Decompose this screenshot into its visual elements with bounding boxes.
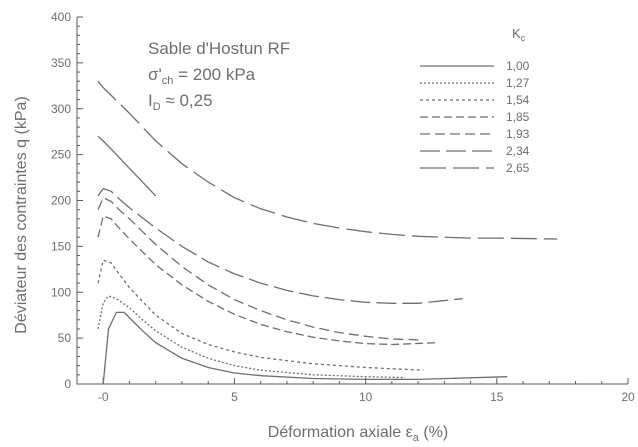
legend-label: 2,34 (506, 144, 530, 158)
y-axis-title: Déviateur des contraintes q (kPa) (13, 96, 30, 333)
legend-label: 1,54 (506, 93, 530, 107)
legend-label: 2,65 (506, 161, 530, 175)
series-line-6 (97, 80, 558, 240)
x-tick-label: -0 (98, 390, 109, 404)
annotation-material: Sable d'Hostun RF (148, 39, 290, 58)
legend-title-main: K (512, 26, 521, 41)
y-tick-label: 200 (51, 194, 71, 208)
annotation-density-index: ID ≈ 0,25 (148, 91, 213, 113)
annotation-id-sub: D (153, 101, 161, 113)
legend-label: 1,27 (506, 76, 530, 90)
legend-title-sub: c (521, 33, 526, 43)
y-tick-label: 400 (51, 10, 71, 24)
legend-title: Kc (512, 26, 526, 43)
axes-layer: 0 50 100 150 200 250 300 350 400 -0 5 10 15 20 (51, 10, 635, 404)
annotation-sigma-sub: ch (162, 75, 174, 87)
series-line-5 (97, 187, 463, 304)
series-line-2 (97, 259, 424, 371)
series-line-7 (97, 135, 157, 197)
series-line-3 (97, 215, 437, 346)
annotation-id: I (148, 91, 153, 110)
y-tick-label: 150 (51, 239, 71, 253)
y-tick-label: 100 (51, 285, 71, 299)
x-axis-title: Déformation axiale εa (%) (268, 424, 448, 444)
y-tick-label: 350 (51, 56, 71, 70)
x-tick-label: 20 (621, 390, 635, 404)
series-line-1 (97, 295, 406, 379)
y-tick-label: 300 (51, 102, 71, 116)
series-line-4 (97, 196, 424, 341)
y-tick-label: 0 (64, 377, 71, 391)
series-line-0 (102, 311, 508, 385)
x-tick-label: 10 (359, 390, 373, 404)
x-axis-title-unit: (%) (419, 424, 448, 441)
annotation-sigma: σ' (148, 65, 162, 84)
legend-label: 1,93 (506, 127, 530, 141)
x-axis-title-main: Déformation axiale ε (268, 424, 413, 441)
annotation-id-value: ≈ 0,25 (161, 91, 213, 110)
y-tick-label: 250 (51, 148, 71, 162)
legend-label: 1,00 (506, 59, 530, 73)
x-tick-label: 15 (490, 390, 504, 404)
x-axis-title-sub: a (413, 432, 420, 444)
annotation-sigma-value: = 200 kPa (173, 65, 255, 84)
x-tick-label: 5 (231, 390, 238, 404)
series-layer (97, 80, 558, 385)
y-tick-label: 50 (58, 331, 72, 345)
legend: 1,00 1,27 1,54 1,85 1,93 2,34 2,65 (420, 59, 530, 175)
legend-label: 1,85 (506, 110, 530, 124)
annotation-confining-stress: σ'ch = 200 kPa (148, 65, 256, 87)
